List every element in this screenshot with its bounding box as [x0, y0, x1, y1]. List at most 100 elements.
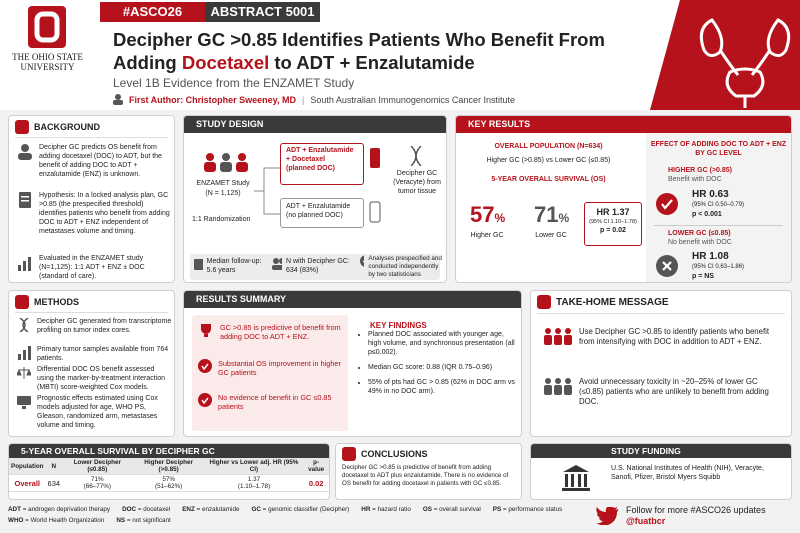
hr: HR 1.08 — [692, 251, 729, 262]
stat-value: 57 — [470, 202, 495, 227]
stat-unit: % — [558, 211, 570, 225]
methods-panel: METHODS Decipher GC generated from trans… — [8, 290, 175, 437]
item-text: Avoid unnecessary toxicity in ~20–25% of… — [579, 377, 769, 407]
cell-value: 71% — [91, 476, 104, 483]
shape — [194, 259, 203, 270]
abbr: DOC — [122, 506, 137, 513]
study-name: ENZAMET Study — [196, 180, 250, 187]
effect-panel: EFFECT OF ADDING DOC TO ADT + ENZ BY GC … — [646, 133, 791, 282]
shape — [19, 318, 29, 332]
key-results-panel: KEY RESULTS OVERALL POPULATION (N=634) H… — [455, 115, 792, 283]
title-line: Decipher GC >0.85 Identifies Patients Wh… — [113, 29, 605, 50]
results-summary-panel: RESULTS SUMMARY GC >0.85 is predictive o… — [183, 290, 522, 437]
building-icon — [562, 465, 590, 491]
conclusions-text: Decipher GC >0.85 is predictive of benef… — [342, 464, 509, 488]
arm-box: ADT + Enzalutamide + Docetaxel (planned … — [280, 143, 364, 185]
definition: = hazard ratio — [372, 506, 411, 513]
shape — [656, 193, 678, 215]
shape — [544, 378, 572, 395]
author: First Author: Christopher Sweeney, MD — [129, 94, 297, 105]
shape — [198, 359, 212, 373]
group-note: Benefit with DOC — [668, 176, 722, 183]
funding-panel: STUDY FUNDING U.S. National Institutes o… — [530, 443, 792, 500]
item-text: Decipher GC predicts OS benefit from add… — [39, 144, 162, 178]
item-text: Evaluated in the ENZAMET study (N=1,125)… — [39, 255, 145, 280]
shape — [272, 265, 282, 270]
divider — [15, 137, 168, 138]
shape — [198, 393, 212, 407]
group-note: No benefit with DOC — [668, 239, 732, 246]
shape — [596, 507, 618, 525]
section-heading: RESULTS SUMMARY — [184, 291, 521, 308]
definition: = androgen deprivation therapy — [22, 506, 111, 513]
person-icon — [113, 94, 123, 105]
definition: = overall survival — [433, 506, 481, 513]
cell: 0.02 — [303, 474, 329, 492]
cell: Overall — [9, 474, 46, 492]
arm-text: + Docetaxel — [286, 155, 326, 163]
cell-value: 57% — [162, 476, 175, 483]
shape — [369, 201, 381, 223]
item-text: Hypothesis: In a locked analysis plan, G… — [39, 192, 170, 235]
definition: = docetaxel — [137, 506, 171, 513]
divider — [537, 313, 785, 314]
shape — [28, 257, 31, 271]
shape — [578, 474, 581, 487]
highlight-text: No evidence of benefit in GC ≤0.85 patie… — [218, 393, 332, 412]
background-item: Evaluated in the ENZAMET study (N=1,125)… — [17, 255, 172, 282]
abbr: HR — [361, 506, 371, 513]
shape — [23, 350, 26, 360]
hr: HR 0.63 — [692, 189, 729, 200]
cell-value: 1.37 — [247, 476, 261, 483]
abbr: PS — [492, 506, 502, 513]
shape — [18, 153, 32, 160]
institute: South Australian Immunogenomics Cancer I… — [310, 94, 515, 105]
footer-text: Analyses prespecified and conducted inde… — [368, 255, 442, 279]
shape — [555, 328, 561, 334]
group-name: HIGHER GC (>0.85) — [668, 167, 732, 174]
abbr: OS — [422, 506, 432, 513]
abbreviation: HR = hazard ratio — [361, 504, 411, 515]
dna-icon — [410, 146, 422, 166]
finding: Median GC score: 0.88 (IQR 0.75–0.96) — [368, 364, 516, 373]
shape — [220, 153, 232, 172]
cell-ci: (51–62%) — [154, 483, 183, 490]
shape — [545, 378, 551, 384]
cell-ci: (66–77%) — [83, 483, 111, 490]
header-cell: Higher Decipher (>0.85) — [132, 458, 205, 475]
shape — [725, 67, 765, 98]
shape — [554, 335, 562, 345]
shape — [555, 378, 561, 384]
population: OVERALL POPULATION (N=634) — [494, 143, 603, 150]
item-text: Use Decipher GC >0.85 to identify patien… — [579, 327, 770, 347]
icon — [19, 318, 29, 332]
methods-item: Prognostic effects estimated using Cox m… — [17, 395, 172, 431]
big-stat: 71% — [534, 202, 569, 228]
university-name: THE OHIO STATE — [12, 52, 83, 62]
abbreviation: NS = not significant — [116, 515, 170, 526]
shape — [113, 100, 123, 105]
section-heading: METHODS — [15, 295, 79, 309]
shape — [204, 153, 248, 172]
shape — [370, 148, 380, 168]
shape — [220, 162, 232, 172]
decipher-note: Decipher GC (Veracyte) from tumor tissue — [393, 170, 441, 195]
shape — [21, 144, 29, 152]
shape — [362, 260, 365, 264]
item-text: Differential DOC OS benefit assessed usi… — [37, 366, 165, 391]
header-cell: Lower Decipher (≤0.85) — [62, 458, 133, 475]
take-home-item: Avoid unnecessary toxicity in ~20–25% of… — [543, 377, 783, 407]
p-value: p = NS — [692, 273, 714, 280]
divider — [15, 312, 168, 313]
shape — [699, 18, 724, 57]
heading-text: TAKE-HOME MESSAGE — [556, 296, 669, 308]
arm-text: (no planned DOC) — [286, 211, 343, 219]
heading-text: METHODS — [34, 297, 79, 307]
group-name: LOWER GC (≤0.85) — [668, 230, 731, 237]
findings-heading: KEY FINDINGS — [370, 321, 427, 330]
shape — [661, 199, 673, 210]
shape — [22, 406, 26, 409]
handle: @fuatbcr — [626, 516, 666, 526]
shape — [766, 18, 791, 57]
icon — [360, 255, 365, 267]
